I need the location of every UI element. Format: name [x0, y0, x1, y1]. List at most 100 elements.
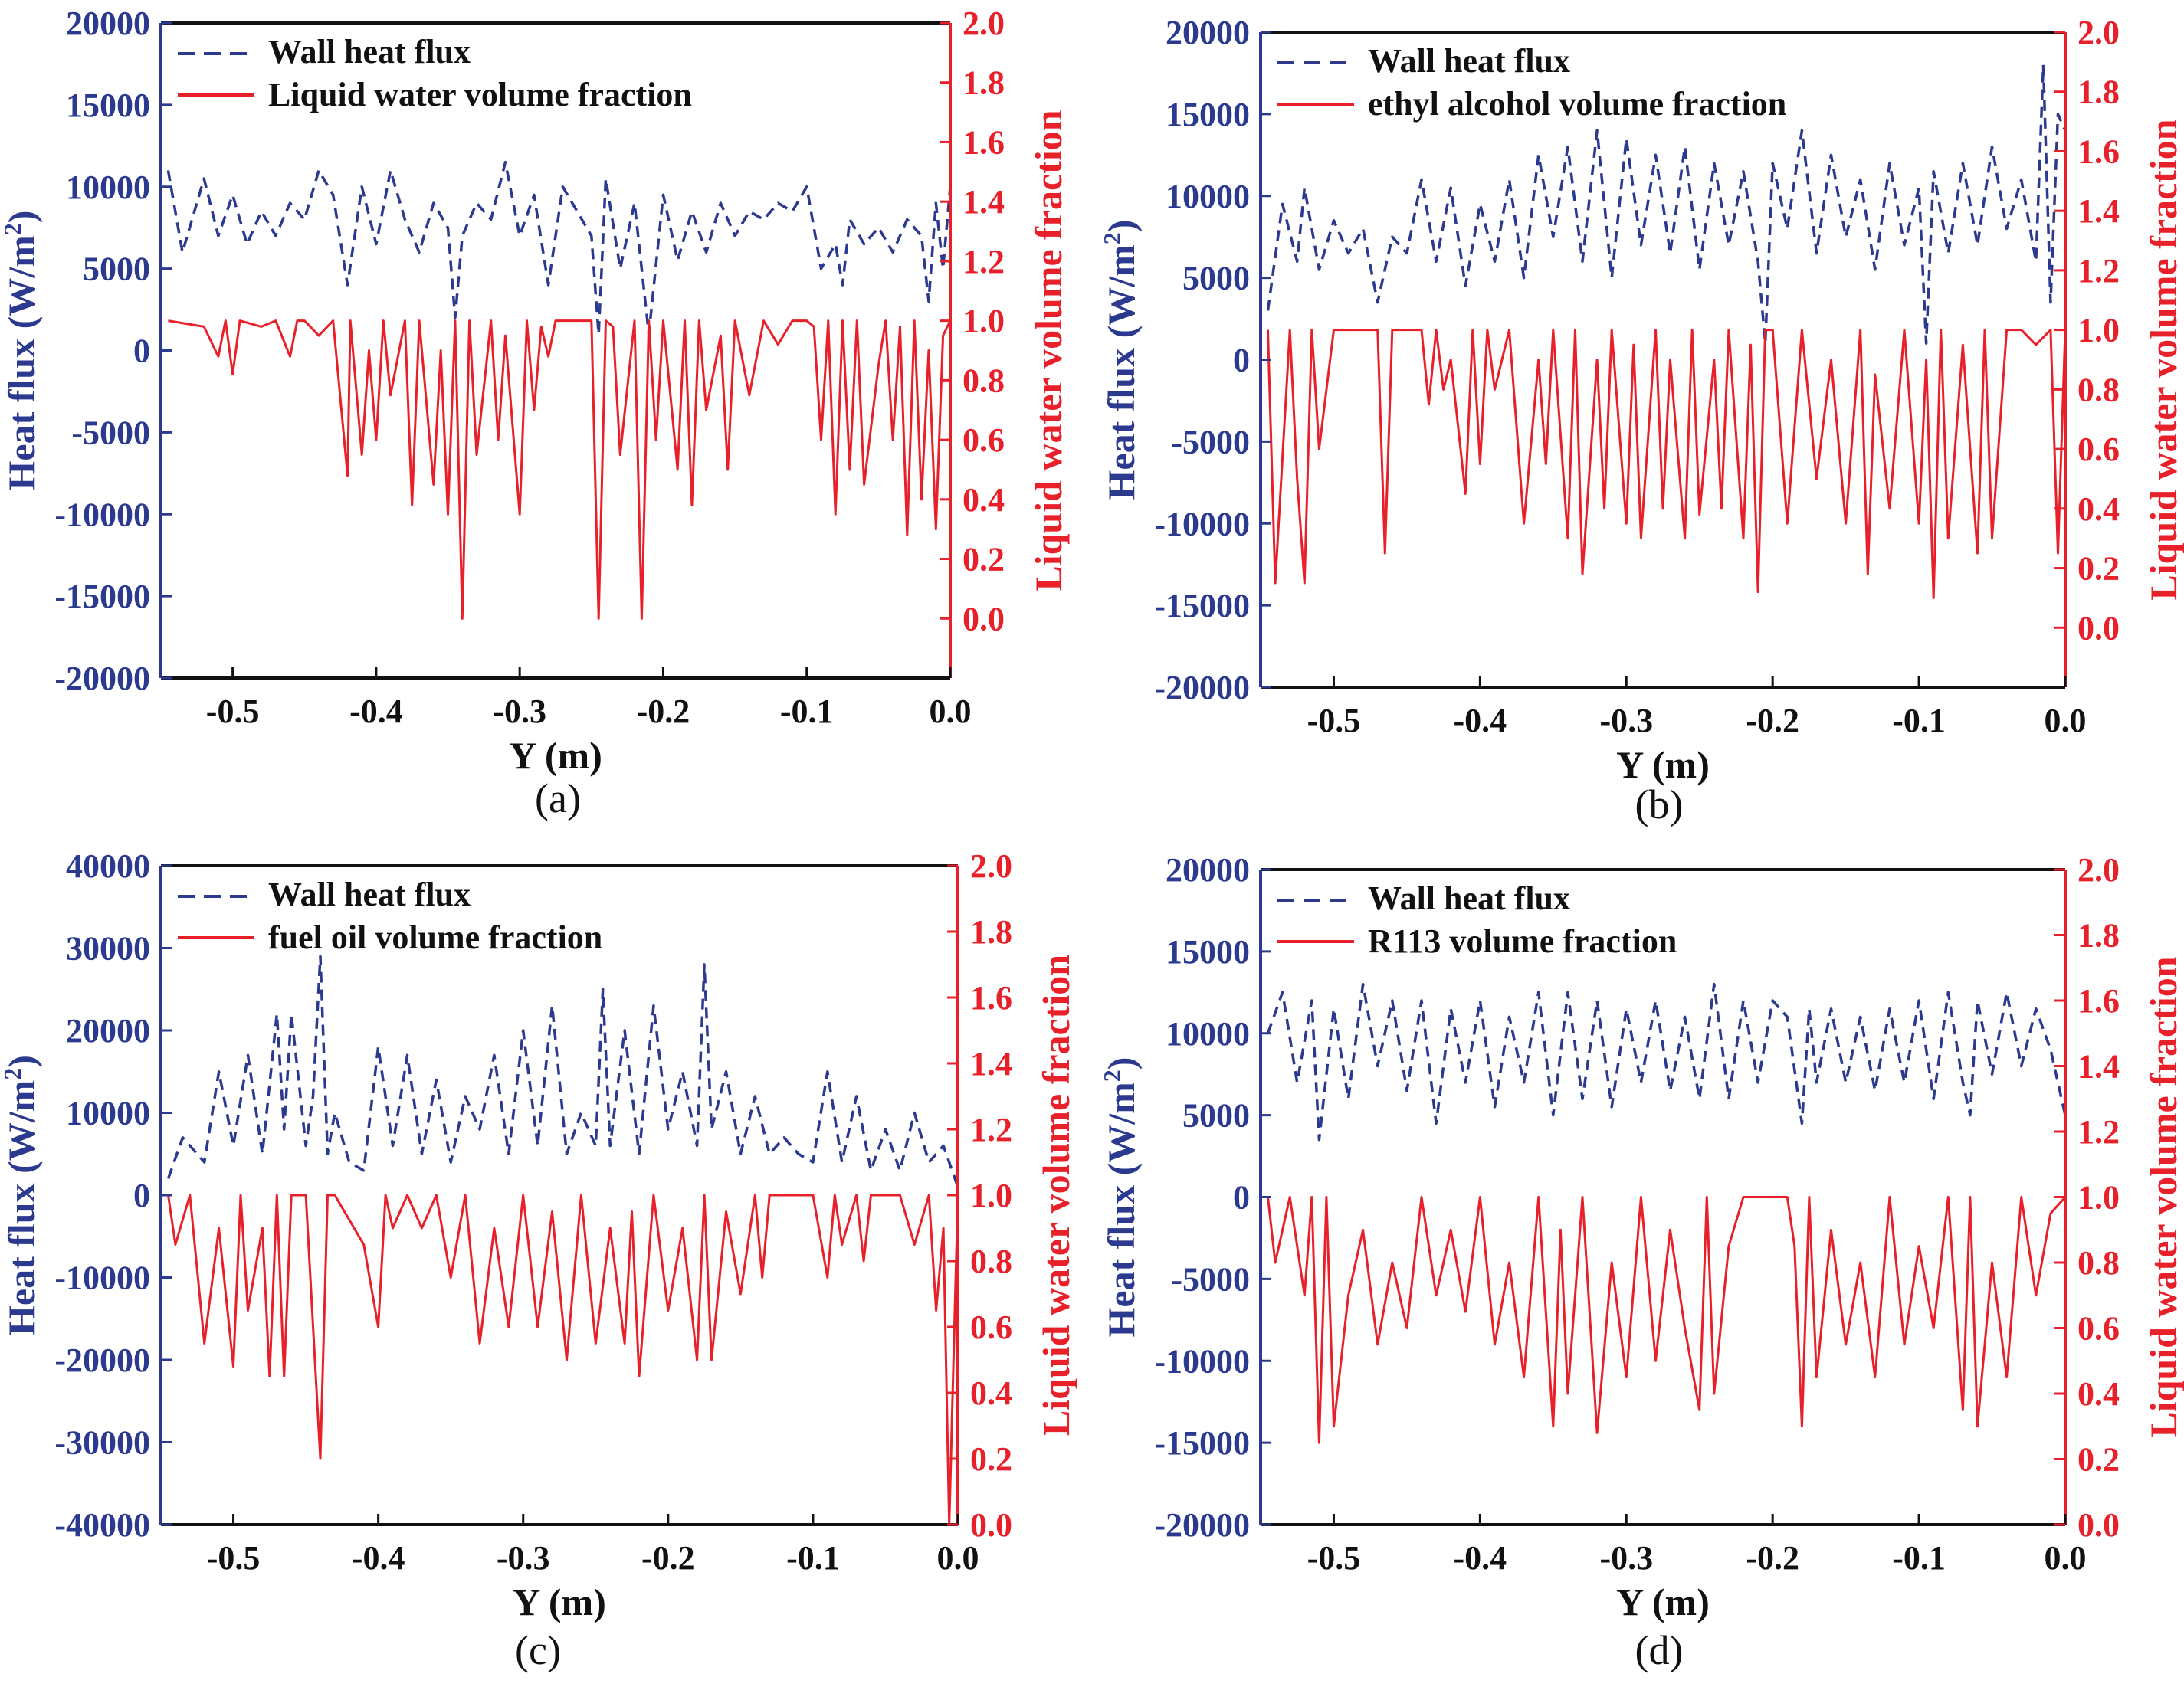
- y-left-tick-label: 40000: [66, 847, 150, 885]
- x-tick-label: -0.1: [1892, 702, 1946, 739]
- y-right-tick-label: 1.2: [962, 243, 1005, 280]
- y-left-tick-label: 20000: [1166, 14, 1250, 51]
- legend: Wall heat flux Liquid water volume fracti…: [178, 33, 692, 113]
- y-right-tick-label: 1.0: [2077, 312, 2120, 349]
- y-right-tick-label: 1.8: [970, 913, 1012, 951]
- y-right-tick-label: 0.4: [2077, 1375, 2120, 1413]
- legend-label-volume-fraction: Liquid water volume fraction: [268, 76, 692, 113]
- y-right-tick-label: 0.6: [2077, 431, 2120, 468]
- y-left-tick-label: 10000: [66, 1095, 150, 1132]
- y-right-tick-label: 1.4: [962, 183, 1005, 221]
- y-left-tick-label: 30000: [66, 930, 150, 968]
- x-tick-label: -0.5: [1307, 1539, 1361, 1577]
- y-left-tick-label: -15000: [1154, 587, 1250, 624]
- panel-b: -0.5 -0.4 -0.3 -0.2 -0.1 0.0 20000 15000 10000 50…: [1098, 14, 2184, 827]
- y-right-tick-label: 0.8: [2077, 1244, 2120, 1282]
- x-tick-label: -0.4: [1454, 1539, 1507, 1577]
- y-right-tick-label: 0.6: [2077, 1310, 2120, 1348]
- x-tick-label: -0.3: [1599, 702, 1653, 739]
- y-right-tick-label: 0.2: [962, 541, 1005, 578]
- x-tick-label: -0.3: [497, 1539, 550, 1577]
- series-wall-heat-flux: [1266, 64, 2065, 345]
- y-left-tick-label: 0: [133, 1177, 150, 1214]
- y-left-tick-label: -10000: [1154, 1342, 1250, 1380]
- y-left-axis-label: Heat flux (W/m2): [1098, 220, 1143, 500]
- y-right-tick-label: 0.8: [970, 1243, 1012, 1280]
- y-right-axis-label: Liquid water volume fraction: [1027, 110, 1070, 591]
- y-left-axis-label: Heat flux (W/m2): [1098, 1057, 1143, 1338]
- y-right-tick-label: 0.4: [2077, 490, 2120, 528]
- panel-label: (b): [1635, 781, 1684, 827]
- y-right-tick-label: 0.6: [970, 1309, 1012, 1346]
- x-axis-label: Y (m): [1616, 1581, 1710, 1623]
- y-right-tick-label: 0.2: [2077, 1441, 2120, 1479]
- y-left-tick-label: 15000: [1166, 933, 1250, 971]
- y-right-tick-label: 2.0: [970, 847, 1012, 885]
- y-left-tick-label: 0: [1233, 1179, 1250, 1217]
- x-tick-label: -0.5: [1307, 702, 1361, 739]
- y-right-tick-label: 1.6: [970, 979, 1012, 1017]
- y-left-tick-label: 15000: [1166, 96, 1250, 133]
- y-left-tick-label: -20000: [54, 660, 150, 697]
- x-tick-label: -0.4: [352, 1539, 405, 1577]
- y-left-tick-label: 5000: [1182, 260, 1250, 297]
- panel-a: -0.5 -0.4 -0.3 -0.2 -0.1 0.0 20000 15000 10000 50…: [0, 5, 1070, 821]
- legend-label-volume-fraction: R113 volume fraction: [1368, 922, 1677, 960]
- y-left-tick-label: 0: [133, 332, 150, 370]
- y-right-tick-label: 1.8: [962, 64, 1005, 102]
- y-left-tick-label: 20000: [66, 5, 150, 42]
- series-volume-fraction: [1267, 329, 2065, 599]
- x-tick-label: -0.2: [637, 693, 690, 730]
- y-right-tick-label: 2.0: [2077, 14, 2120, 51]
- x-tick-label: -0.3: [493, 693, 546, 730]
- legend: Wall heat flux fuel oil volume fraction: [178, 876, 602, 956]
- panel-label: (c): [515, 1627, 561, 1673]
- y-left-tick-label: -5000: [71, 414, 150, 451]
- y-right-axis-label: Liquid water volume fraction: [2142, 956, 2184, 1437]
- y-right-tick-label: 1.8: [2077, 74, 2120, 111]
- x-axis-label: Y (m): [509, 734, 602, 777]
- x-tick-label: -0.3: [1599, 1539, 1653, 1577]
- y-right-tick-label: 0.2: [970, 1440, 1012, 1478]
- y-right-tick-label: 0.4: [970, 1374, 1012, 1412]
- panel-label: (d): [1635, 1627, 1684, 1673]
- y-right-tick-label: 1.6: [2077, 133, 2120, 170]
- legend: Wall heat flux ethyl alcohol volume fract…: [1277, 42, 1786, 123]
- series-volume-fraction: [1267, 1196, 2065, 1444]
- legend-label-heat-flux: Wall heat flux: [1368, 42, 1570, 80]
- series-wall-heat-flux: [166, 955, 958, 1187]
- x-tick-label: -0.4: [1454, 702, 1507, 739]
- legend-label-volume-fraction: ethyl alcohol volume fraction: [1368, 85, 1786, 123]
- x-tick-label: 0.0: [937, 1539, 979, 1577]
- y-right-tick-label: 0.8: [2077, 371, 2120, 408]
- y-left-tick-label: -15000: [54, 578, 150, 615]
- y-right-tick-label: 0.8: [962, 362, 1005, 399]
- y-right-tick-label: 1.4: [2077, 192, 2120, 230]
- x-axis-label: Y (m): [1616, 743, 1710, 786]
- y-right-tick-label: 0.6: [962, 421, 1005, 459]
- legend-label-heat-flux: Wall heat flux: [268, 876, 471, 913]
- y-left-tick-label: 5000: [83, 251, 150, 288]
- legend: Wall heat flux R113 volume fraction: [1277, 880, 1677, 960]
- y-right-tick-label: 1.4: [970, 1045, 1012, 1083]
- y-left-axis-label: Heat flux (W/m2): [0, 211, 43, 491]
- y-right-axis-label: Liquid water volume fraction: [1035, 955, 1077, 1436]
- y-right-tick-label: 2.0: [962, 5, 1005, 42]
- x-tick-label: -0.5: [207, 1539, 261, 1577]
- y-left-axis-label: Heat flux (W/m2): [0, 1055, 43, 1335]
- y-right-tick-label: 1.0: [2077, 1179, 2120, 1217]
- x-tick-label: -0.2: [641, 1539, 695, 1577]
- y-right-tick-label: 0.4: [962, 481, 1005, 519]
- x-tick-label: -0.5: [206, 693, 260, 730]
- legend-label-heat-flux: Wall heat flux: [268, 33, 471, 70]
- y-left-tick-label: -15000: [1154, 1424, 1250, 1462]
- y-left-tick-label: 20000: [1166, 851, 1250, 889]
- y-left-tick-label: -20000: [1154, 669, 1250, 706]
- x-tick-label: 0.0: [930, 693, 972, 730]
- y-right-tick-label: 1.2: [2077, 1113, 2120, 1151]
- x-tick-label: -0.4: [349, 693, 403, 730]
- series-volume-fraction: [168, 319, 950, 620]
- y-left-tick-label: -10000: [1154, 505, 1250, 542]
- y-right-tick-label: 1.8: [2077, 917, 2120, 955]
- x-tick-label: 0.0: [2045, 702, 2087, 739]
